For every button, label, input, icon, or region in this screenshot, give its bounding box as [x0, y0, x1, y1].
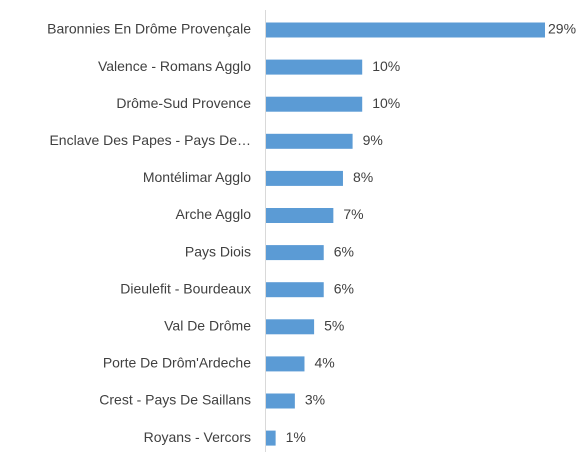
value-label: 10% [372, 95, 400, 111]
bar [266, 170, 343, 186]
bar [266, 22, 545, 38]
value-label: 9% [363, 132, 383, 148]
bar [266, 393, 295, 409]
value-label: 6% [334, 280, 354, 296]
bar [266, 59, 363, 75]
category-label: Crest - Pays De Saillans [99, 392, 251, 408]
category-label: Pays Diois [185, 243, 251, 259]
category-label: Baronnies En Drôme Provençale [47, 21, 251, 37]
value-label: 5% [324, 318, 344, 334]
category-label: Dieulefit - Bourdeaux [120, 280, 251, 296]
bar [266, 245, 324, 261]
value-label: 6% [334, 243, 354, 259]
bar [266, 208, 334, 223]
category-label: Val De Drôme [164, 318, 251, 334]
category-label: Drôme-Sud Provence [116, 95, 251, 111]
value-label: 10% [372, 58, 400, 74]
bar [266, 133, 353, 149]
bar [266, 96, 363, 112]
category-label: Montélimar Agglo [143, 169, 251, 185]
bar [266, 282, 324, 298]
category-label: Porte De Drôm'Ardeche [103, 355, 251, 371]
value-label: 8% [353, 169, 373, 185]
bar [266, 319, 315, 335]
category-label: Valence - Romans Agglo [98, 58, 251, 74]
value-label: 4% [314, 355, 334, 371]
bar [266, 356, 305, 372]
value-label: 29% [548, 21, 576, 37]
value-label: 3% [305, 392, 325, 408]
bar [266, 430, 276, 446]
category-label: Arche Agglo [176, 206, 252, 222]
value-label: 1% [286, 429, 306, 445]
value-label: 7% [343, 206, 363, 222]
category-label: Enclave Des Papes - Pays De… [49, 132, 251, 148]
category-label: Royans - Vercors [144, 429, 251, 445]
